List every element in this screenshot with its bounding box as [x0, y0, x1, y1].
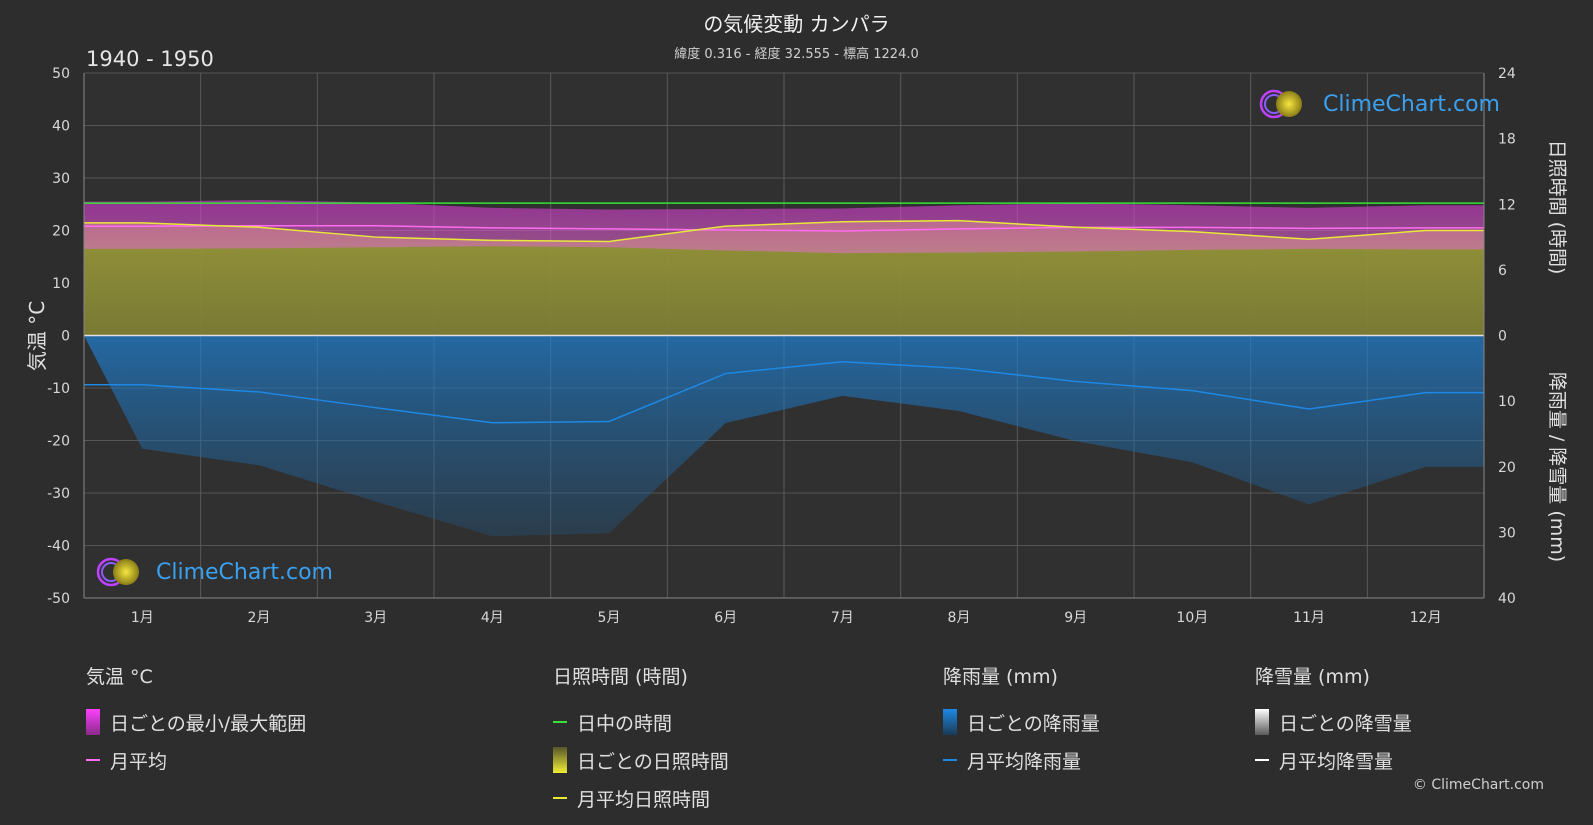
y-left-tick-label: -10 [47, 381, 70, 397]
y-axis-right-bottom-label: 降雨量 / 降雪量 (mm) [1546, 372, 1568, 562]
x-tick-label: 4月 [481, 610, 504, 626]
brand-text: ClimeChart.com [156, 559, 333, 585]
legend-snow-title: 降雪量 (mm) [1255, 666, 1370, 688]
x-tick-label: 2月 [248, 610, 271, 626]
legend-sunshine: 日照時間 (時間) 日中の時間 日ごとの日照時間 月平均日照時間 [553, 662, 729, 817]
legend-snow-avg: 月平均降雪量 [1279, 750, 1394, 773]
y-left-tick-label: -30 [47, 486, 70, 502]
y-left-tick-label: -20 [47, 434, 70, 450]
temp-range-band [84, 200, 1484, 254]
x-tick-label: 7月 [831, 610, 854, 626]
y-right-bottom-tick-label: 40 [1498, 591, 1516, 607]
logo-icon [96, 557, 139, 587]
legend-temperature-title: 気温 °C [86, 666, 153, 688]
sunshine-avg-line [84, 219, 1484, 243]
x-tick-label: 3月 [364, 610, 387, 626]
legend-daylight: 日中の時間 [577, 712, 673, 735]
temp-avg-swatch [86, 759, 100, 761]
legend-snow: 降雪量 (mm) 日ごとの降雪量 月平均降雪量 [1255, 662, 1412, 779]
y-right-bottom-tick-label: 30 [1498, 525, 1516, 541]
y-axis-left-label: 気温 °C [25, 301, 49, 371]
y-right-bottom-tick-label: 20 [1498, 460, 1516, 476]
copyright: © ClimeChart.com [1412, 777, 1544, 793]
y-right-top-tick-label: 6 [1498, 263, 1507, 279]
y-left-tick-label: 0 [61, 329, 70, 345]
rain-avg-swatch [943, 759, 957, 761]
snow-avg-swatch [1255, 759, 1269, 761]
y-left-tick-label: -40 [47, 539, 70, 555]
x-tick-label: 11月 [1293, 610, 1325, 626]
x-tick-label: 1月 [131, 610, 154, 626]
y-left-tick-label: 20 [52, 224, 70, 240]
legend-snow-daily: 日ごとの降雪量 [1279, 712, 1412, 735]
x-tick-label: 12月 [1410, 610, 1442, 626]
rain-swatch [943, 709, 957, 735]
logo-icon [1259, 89, 1302, 119]
sunshine-swatch [553, 747, 567, 773]
y-right-bottom-tick-label: 10 [1498, 394, 1516, 410]
legend-sunshine-daily: 日ごとの日照時間 [577, 750, 729, 773]
legend-sunshine-avg: 月平均日照時間 [577, 788, 711, 811]
chart-subtitle: 緯度 0.316 - 経度 32.555 - 標高 1224.0 [674, 47, 919, 62]
brand-text: ClimeChart.com [1323, 91, 1500, 117]
y-right-top-tick-label: 24 [1498, 66, 1516, 82]
y-left-tick-label: 50 [52, 66, 70, 82]
legend-temp-range: 日ごとの最小/最大範囲 [110, 712, 307, 735]
daylight-swatch [553, 721, 567, 723]
y-left-tick-label: 30 [52, 171, 70, 187]
y-left-tick-label: 10 [52, 276, 70, 292]
legend-rain-daily: 日ごとの降雨量 [967, 712, 1100, 735]
x-tick-label: 8月 [948, 610, 971, 626]
y-left-tick-label: 40 [52, 119, 70, 135]
brand-logo-top: ClimeChart.com [1259, 89, 1500, 119]
chart-title: の気候変動 カンパラ [703, 12, 890, 36]
period-label: 1940 - 1950 [86, 47, 214, 71]
legend-sunshine-title: 日照時間 (時間) [553, 666, 688, 688]
legend-rain-title: 降雨量 (mm) [943, 666, 1058, 688]
temp-range-swatch [86, 709, 100, 735]
x-tick-label: 5月 [598, 610, 621, 626]
brand-logo-bottom: ClimeChart.com [96, 557, 333, 587]
x-tick-label: 9月 [1064, 610, 1087, 626]
legend-rain-avg: 月平均降雨量 [967, 750, 1082, 773]
legend-rain: 降雨量 (mm) 日ごとの降雨量 月平均降雨量 [943, 662, 1100, 779]
y-left-tick-label: -50 [47, 591, 70, 607]
y-axis-right-top-label: 日照時間 (時間) [1546, 140, 1568, 275]
legend-temperature: 気温 °C 日ごとの最小/最大範囲 月平均 [86, 662, 306, 779]
y-right-top-tick-label: 0 [1498, 329, 1507, 345]
y-right-top-tick-label: 18 [1498, 132, 1516, 148]
x-tick-label: 10月 [1176, 610, 1208, 626]
snow-swatch [1255, 709, 1269, 735]
y-right-top-tick-label: 12 [1498, 197, 1516, 213]
legend-temp-avg: 月平均 [110, 750, 168, 773]
sunshine-avg-swatch [553, 797, 567, 799]
temp-avg-line [84, 225, 1484, 232]
x-tick-label: 6月 [714, 610, 737, 626]
rain-avg-line [84, 360, 1484, 424]
